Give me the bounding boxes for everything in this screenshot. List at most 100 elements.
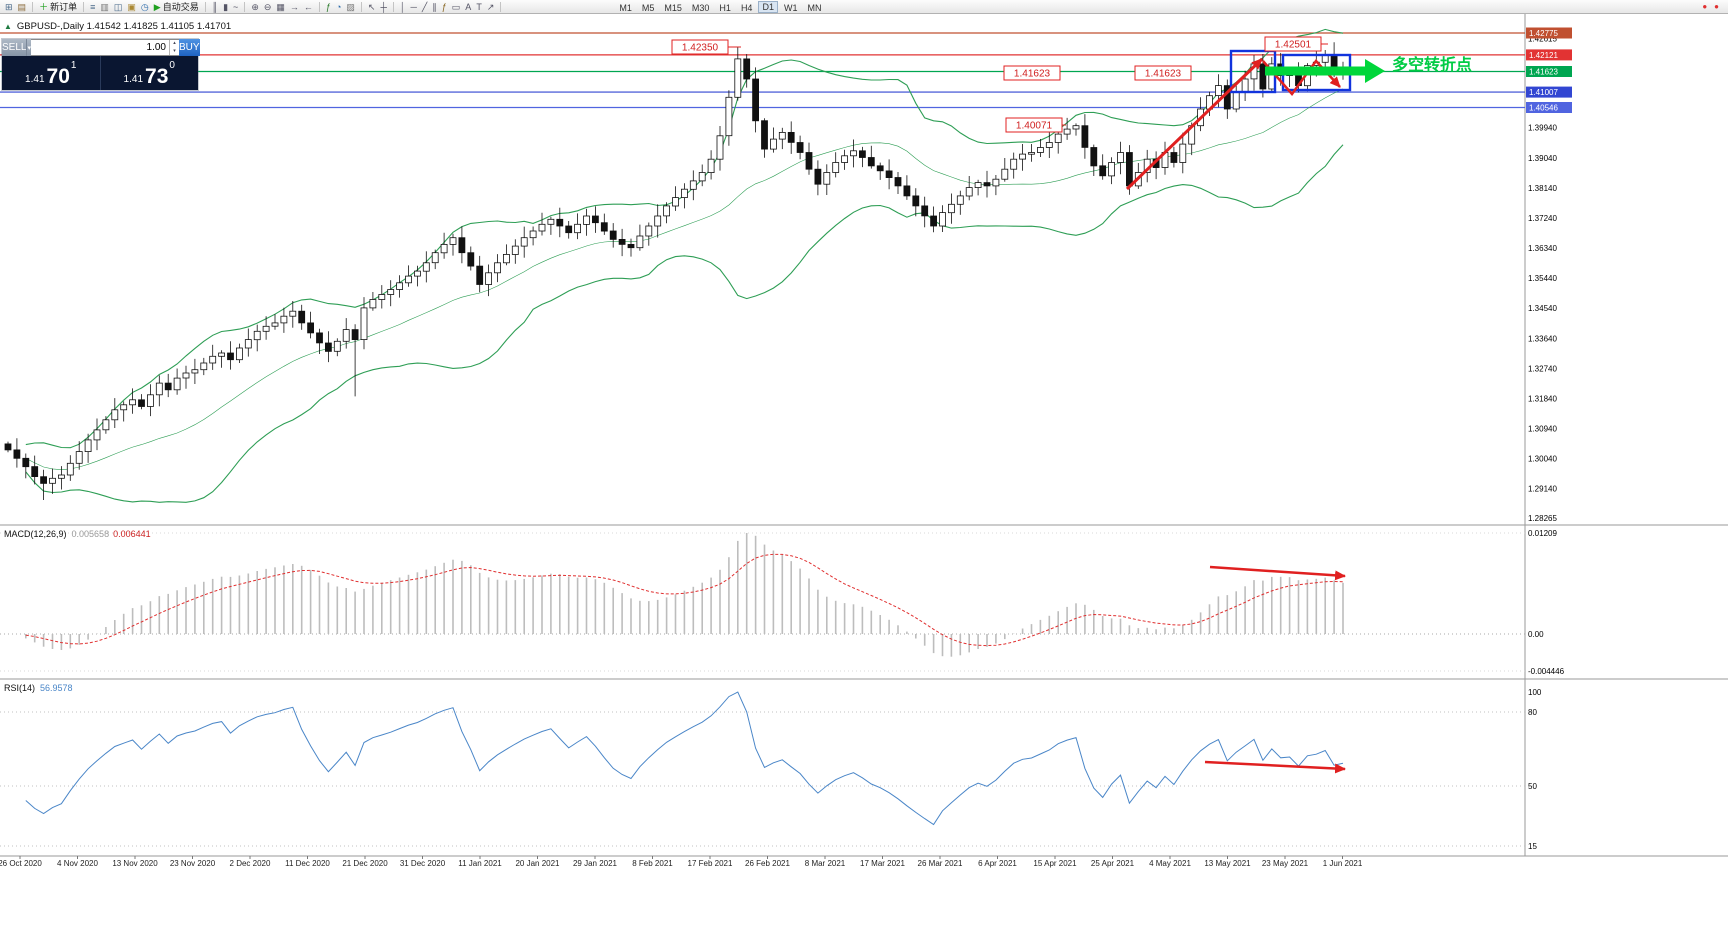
alert-red-icon-1[interactable]: ● — [1700, 1, 1709, 13]
arrow-tools-icon[interactable]: ↗ — [485, 1, 497, 13]
text-label-icon[interactable]: T — [474, 1, 484, 13]
channel-icon[interactable]: ∥ — [430, 1, 439, 13]
trendline-icon: ╱ — [421, 1, 428, 12]
buy-price-pip: 0 — [169, 60, 175, 71]
macd-axis-label: 0.01209 — [1528, 529, 1557, 538]
order-type-dropdown-icon[interactable]: ▾ — [26, 39, 31, 56]
sell-button[interactable]: SELL — [2, 39, 27, 56]
new-chart-icon: ⊞ — [5, 1, 13, 12]
new-chart-icon[interactable]: ⊞ — [3, 1, 15, 13]
cursor-icon[interactable]: ↖ — [366, 1, 378, 13]
price-label-annotation[interactable]: 1.42501 — [1264, 36, 1328, 52]
toolbar-separator — [32, 1, 34, 12]
new-order-button: ＋ — [39, 1, 49, 12]
shapes-icon: ▭ — [451, 1, 461, 12]
time-axis-label: 1 Jun 2021 — [1323, 859, 1363, 868]
price-axis-label: 1.39940 — [1528, 124, 1557, 133]
macd-arrow-annotation[interactable] — [1209, 565, 1346, 581]
terminal-icon[interactable]: ▣ — [125, 1, 138, 13]
cursor-icon: ↖ — [367, 1, 376, 12]
crosshair-icon[interactable]: ┼ — [378, 1, 388, 13]
price-axis-label: 1.30040 — [1528, 455, 1557, 464]
text-icon[interactable]: A — [463, 1, 473, 13]
price-label-annotation[interactable]: 1.42350 — [671, 39, 741, 55]
strategy-tester-icon[interactable]: ◷ — [139, 1, 151, 13]
new-order-button[interactable]: ＋新订单 — [37, 1, 79, 13]
line-chart-icon[interactable]: ~ — [231, 1, 240, 13]
timeframe-h1-button[interactable]: H1 — [719, 2, 731, 13]
trend-arrow-annotation[interactable] — [1125, 57, 1264, 191]
zoom-in-icon[interactable]: ⊕ — [249, 1, 261, 13]
volume-input[interactable] — [30, 40, 169, 55]
time-axis-label: 13 Nov 2020 — [112, 859, 158, 868]
tile-windows-icon: ▦ — [276, 1, 285, 12]
volume-stepper[interactable]: ▴ ▾ — [168, 40, 179, 55]
zoom-out-icon: ⊖ — [263, 1, 272, 12]
time-axis-label: 21 Dec 2020 — [342, 859, 388, 868]
autotrading-button[interactable]: ▶ 自动交易 — [152, 1, 201, 13]
timeframe-w1-button[interactable]: W1 — [783, 2, 798, 13]
timeframe-mn-button[interactable]: MN — [807, 2, 822, 13]
one-click-trading-panel: SELL ▾ ▴ ▾ BUY 1.41 70 1 1.41 73 — [2, 39, 200, 90]
trendline-icon[interactable]: ╱ — [420, 1, 429, 13]
rsi-indicator-label: RSI(14) 56.9578 — [4, 683, 73, 693]
timeframe-m5-button[interactable]: M5 — [641, 2, 655, 13]
data-window-icon[interactable]: ▥ — [98, 1, 111, 13]
bar-chart-icon[interactable]: ║ — [210, 1, 220, 13]
rsi-value: 56.9578 — [40, 683, 73, 693]
auto-scroll-icon[interactable]: → — [288, 1, 301, 13]
time-axis-label: 13 May 2021 — [1204, 859, 1251, 868]
timeframe-m1-button[interactable]: M1 — [619, 2, 632, 13]
shapes-icon[interactable]: ▭ — [450, 1, 463, 13]
market-watch-icon[interactable]: ≡ — [88, 1, 97, 13]
macd-value-main: 0.005658 — [71, 529, 110, 539]
volume-up-icon[interactable]: ▴ — [173, 40, 176, 46]
buy-button[interactable]: BUY — [178, 39, 200, 56]
templates-icon: ▨ — [346, 1, 355, 12]
price-label-annotation[interactable]: 1.40071 — [1005, 117, 1066, 133]
volume-down-icon[interactable]: ▾ — [173, 47, 176, 54]
macd-value-signal: 0.006441 — [113, 529, 151, 539]
tile-windows-icon[interactable]: ▦ — [274, 1, 287, 13]
rsi-arrow-annotation[interactable] — [1204, 760, 1346, 774]
price-axis-label: 1.33640 — [1528, 334, 1557, 343]
fibonacci-icon[interactable]: ƒ — [440, 1, 449, 13]
svg-text:1.41623: 1.41623 — [1014, 69, 1051, 80]
time-axis-label: 25 Apr 2021 — [1091, 859, 1135, 868]
svg-text:1.41623: 1.41623 — [1145, 69, 1182, 80]
chart-shift-icon[interactable]: ← — [302, 1, 315, 13]
horizontal-line-icon: ─ — [410, 1, 417, 12]
navigator-icon[interactable]: ◫ — [112, 1, 125, 13]
templates-icon[interactable]: ▨ — [344, 1, 357, 13]
sell-price-digits: 70 — [46, 65, 70, 88]
price-label-annotation[interactable]: 1.41623 — [1003, 65, 1061, 81]
timeframe-d1-button[interactable]: D1 — [758, 0, 778, 13]
price-axis[interactable]: 1.42615 1.39940 1.39040 1.38140 1.37240 1.363… — [1526, 27, 1572, 852]
price-axis-tag — [1526, 27, 1572, 39]
time-axis-label: 20 Jan 2021 — [515, 859, 560, 868]
alert-red-icon-2[interactable]: ● — [1712, 1, 1721, 13]
sell-price-display[interactable]: 1.41 70 1 — [2, 56, 101, 90]
horizontal-line-icon[interactable]: ─ — [408, 1, 418, 13]
price-axis-tag — [1526, 86, 1572, 98]
periods-icon[interactable]: ◔ — [334, 1, 343, 13]
time-axis[interactable]: 26 Oct 2020 4 Nov 2020 13 Nov 2020 23 Nov 2… — [0, 856, 1363, 868]
zoom-out-icon[interactable]: ⊖ — [262, 1, 274, 13]
price-axis-tag — [1526, 102, 1572, 113]
svg-text:1.42350: 1.42350 — [682, 43, 719, 54]
fibonacci-icon: ƒ — [441, 1, 447, 12]
price-axis-label: 1.37240 — [1528, 214, 1557, 223]
timeframe-m30-button[interactable]: M30 — [691, 2, 710, 13]
vertical-line-icon[interactable]: │ — [398, 1, 408, 13]
buy-price-display[interactable]: 1.41 73 0 — [100, 56, 198, 90]
text-label-icon: T — [476, 1, 482, 12]
caption-text-annotation[interactable]: 多空转折点 — [1392, 55, 1472, 74]
candlestick-chart-icon[interactable]: ▮ — [221, 1, 230, 13]
indicators-icon[interactable]: ƒ — [324, 1, 333, 13]
profiles-icon[interactable]: ▤ — [16, 1, 29, 13]
price-label-annotation[interactable]: 1.41623 — [1134, 65, 1192, 81]
price-axis-tag — [1526, 66, 1572, 77]
timeframe-h4-button[interactable]: H4 — [740, 2, 753, 13]
timeframe-m15-button[interactable]: M15 — [664, 2, 682, 13]
